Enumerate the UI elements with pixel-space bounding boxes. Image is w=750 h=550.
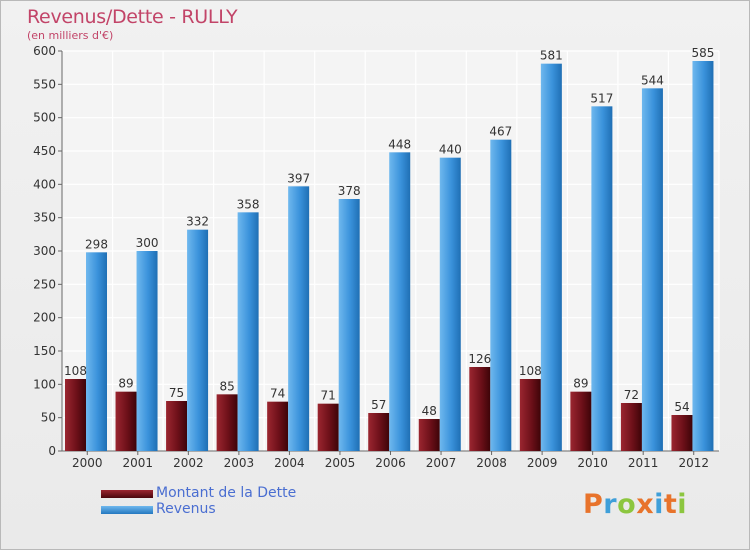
label-revenus: 585 — [692, 46, 715, 60]
x-tick-label: 2001 — [123, 456, 154, 470]
x-tick-label: 2008 — [476, 456, 507, 470]
bar-revenus — [237, 212, 259, 451]
bar-dette — [368, 413, 390, 451]
x-tick-label: 2011 — [628, 456, 659, 470]
bar-revenus — [187, 229, 209, 451]
x-tick-label: 2007 — [426, 456, 457, 470]
label-revenus: 332 — [186, 215, 209, 229]
label-dette: 75 — [169, 386, 184, 400]
data-labels: 108 298 89 300 75 332 85 358 74 397 71 378 57 448 48 44… — [64, 46, 714, 418]
x-tick-label: 2006 — [375, 456, 406, 470]
label-dette: 126 — [468, 352, 491, 366]
bar-dette — [570, 391, 592, 451]
y-tick-label: 300 — [33, 244, 56, 258]
label-revenus: 300 — [136, 236, 159, 250]
bar-dette — [317, 403, 339, 451]
bar-dette — [216, 394, 238, 451]
y-tick-label: 200 — [33, 311, 56, 325]
y-tick-label: 400 — [33, 177, 56, 191]
label-revenus: 581 — [540, 49, 563, 63]
y-tick-label: 450 — [33, 144, 56, 158]
bars — [65, 61, 714, 452]
label-dette: 74 — [270, 387, 285, 401]
label-revenus: 544 — [641, 73, 664, 87]
bar-revenus — [692, 61, 714, 451]
bar-revenus — [439, 157, 461, 451]
x-tick-label: 2009 — [527, 456, 558, 470]
logo-letter: t — [663, 489, 678, 520]
bar-dette — [115, 391, 137, 451]
label-revenus: 298 — [85, 237, 108, 251]
bar-revenus — [490, 139, 512, 451]
bar-revenus — [389, 152, 411, 452]
label-dette: 54 — [674, 400, 689, 414]
legend-swatch-revenus — [101, 506, 153, 514]
bar-revenus — [591, 106, 613, 451]
label-revenus: 448 — [388, 137, 411, 151]
logo-letter: i — [654, 489, 664, 520]
bar-dette — [267, 401, 289, 451]
label-revenus: 467 — [489, 125, 512, 139]
label-revenus: 397 — [287, 171, 310, 185]
logo-letter: r — [603, 489, 618, 520]
x-tick-label: 2012 — [678, 456, 709, 470]
x-tick-label: 2005 — [325, 456, 356, 470]
label-dette: 108 — [64, 364, 87, 378]
chart-subtitle: (en milliers d'€) — [27, 29, 114, 42]
label-dette: 48 — [422, 404, 437, 418]
label-revenus: 517 — [590, 91, 613, 105]
proxiti-logo: Proxiti — [583, 489, 687, 520]
logo-letter: P — [583, 489, 604, 520]
bar-dette — [519, 379, 541, 451]
y-tick-label: 600 — [33, 44, 56, 58]
y-tick-label: 350 — [33, 211, 56, 225]
bar-dette — [166, 401, 188, 451]
bar-revenus — [288, 186, 310, 452]
y-tick-label: 0 — [48, 444, 56, 458]
label-revenus: 358 — [237, 197, 260, 211]
bar-dette — [671, 415, 693, 451]
bar-revenus — [338, 199, 360, 451]
legend-label-debt: Montant de la Dette — [156, 485, 297, 501]
y-tick-label: 550 — [33, 77, 56, 91]
bar-dette — [469, 367, 491, 451]
bar-dette — [418, 419, 440, 451]
y-tick-label: 250 — [33, 277, 56, 291]
x-tick-label: 2003 — [224, 456, 255, 470]
bar-revenus — [86, 252, 107, 451]
bar-revenus — [641, 88, 663, 451]
label-dette: 89 — [118, 377, 133, 391]
x-tick-label: 2002 — [173, 456, 204, 470]
logo-letter: i — [677, 489, 688, 520]
bar-dette — [620, 403, 642, 451]
bar-revenus — [136, 251, 158, 451]
label-revenus: 378 — [338, 184, 361, 198]
legend-label-revenus: Revenus — [156, 501, 216, 517]
y-tick-label: 100 — [33, 377, 56, 391]
y-tick-label: 500 — [33, 111, 56, 125]
logo-letter: o — [617, 489, 637, 520]
label-dette: 72 — [624, 388, 639, 402]
label-dette: 57 — [371, 398, 386, 412]
bar-revenus — [540, 63, 562, 452]
chart-title: Revenus/Dette - RULLY — [27, 6, 238, 28]
label-dette: 89 — [573, 377, 588, 391]
y-tick-label: 50 — [41, 411, 56, 425]
x-tick-label: 2010 — [577, 456, 608, 470]
label-dette: 71 — [321, 389, 336, 403]
x-tick-label: 2004 — [274, 456, 305, 470]
label-dette: 85 — [219, 379, 234, 393]
logo-letter: x — [636, 489, 655, 520]
label-dette: 108 — [519, 364, 542, 378]
label-revenus: 440 — [439, 143, 462, 157]
x-tick-label: 2000 — [72, 456, 103, 470]
bar-dette — [65, 379, 86, 451]
legend-swatch-debt — [101, 490, 153, 498]
y-tick-label: 150 — [33, 344, 56, 358]
